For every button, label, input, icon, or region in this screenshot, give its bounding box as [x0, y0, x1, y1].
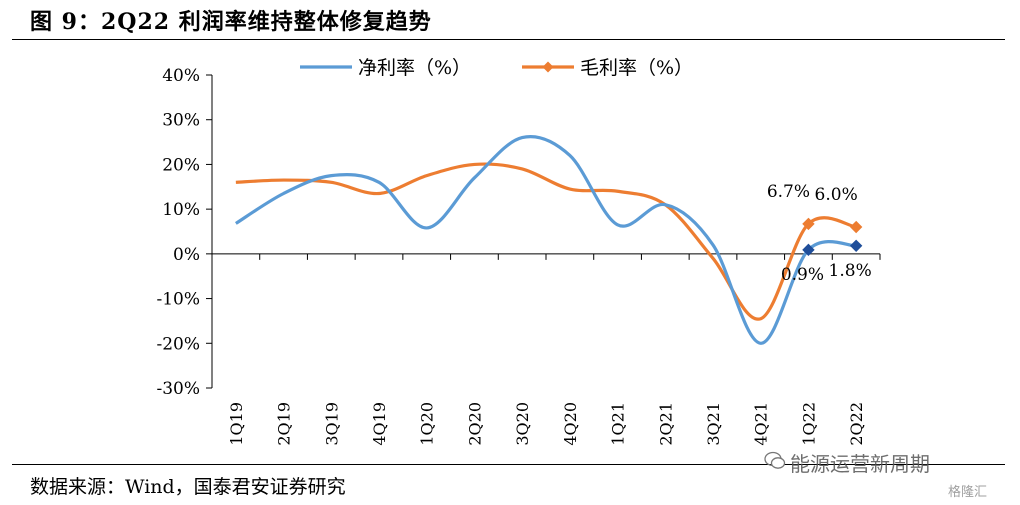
series-markers: [802, 217, 863, 257]
y-tick-label: 40%: [162, 66, 200, 86]
x-tick-label: 1Q22: [799, 402, 818, 446]
legend-item-gross-margin-label: 毛利率（%）: [580, 57, 693, 79]
gross-margin-line: [235, 162, 857, 321]
point-labels: 0.9% 1.8% 6.7% 6.0%: [767, 182, 872, 285]
y-tick-label: 30%: [162, 111, 200, 131]
x-tick-label: 1Q20: [418, 402, 437, 446]
y-tick-label: -10%: [156, 290, 200, 310]
y-tick-label: 10%: [162, 200, 200, 220]
x-tick-label: 2Q21: [656, 402, 675, 446]
x-axis-tick-labels: 1Q19 2Q19 3Q19 4Q19 1Q20 2Q20 3Q20 4Q20 1Q21 2Q21…: [227, 402, 866, 446]
x-tick-label: 4Q20: [561, 402, 580, 446]
chart-axes: [206, 74, 881, 389]
y-tick-label: 0%: [173, 245, 200, 265]
legend-item-net-margin-label: 净利率（%）: [358, 57, 471, 79]
y-tick-label: -20%: [156, 334, 200, 354]
x-tick-label: 3Q19: [322, 402, 341, 446]
x-tick-label: 3Q20: [513, 402, 532, 446]
net-margin-line: [235, 135, 857, 345]
gross-margin-data-label: 6.0%: [815, 185, 858, 205]
net-margin-marker: [849, 239, 863, 253]
figure-title: 图 9：2Q22 利润率维持整体修复趋势: [30, 9, 432, 35]
gross-margin-marker: [802, 217, 815, 231]
bottom-divider: [12, 464, 1005, 465]
x-tick-label: 1Q21: [609, 402, 628, 446]
series-lines: [235, 135, 857, 345]
y-axis-tick-labels: -30% -20% -10% 0% 10% 20% 30% 40%: [156, 66, 200, 399]
x-tick-label: 4Q19: [370, 402, 389, 446]
net-margin-data-label: 1.8%: [829, 261, 872, 281]
x-tick-label: 2Q20: [465, 402, 484, 446]
x-tick-label: 4Q21: [752, 402, 771, 446]
watermark-text: 能源运营新周期: [790, 452, 930, 476]
wechat-icon: [764, 451, 786, 469]
net-margin-marker: [802, 243, 815, 257]
gross-margin-data-label: 6.7%: [767, 182, 810, 202]
x-tick-label: 2Q19: [275, 402, 294, 446]
watermark-logo-text: 格隆汇: [948, 485, 988, 500]
net-margin-data-label: 0.9%: [781, 265, 824, 285]
top-divider: [12, 39, 1005, 40]
legend-item-gross-margin-marker: [542, 61, 554, 73]
gross-margin-marker: [849, 220, 863, 234]
x-tick-label: 3Q21: [704, 402, 723, 446]
legend: 净利率（%） 毛利率（%）: [300, 57, 693, 79]
source-note: 数据来源：Wind，国泰君安证券研究: [30, 476, 346, 498]
y-tick-label: -30%: [156, 379, 200, 399]
x-tick-label: 2Q22: [847, 402, 866, 446]
x-tick-label: 1Q19: [227, 402, 246, 446]
y-tick-label: 20%: [162, 155, 200, 175]
